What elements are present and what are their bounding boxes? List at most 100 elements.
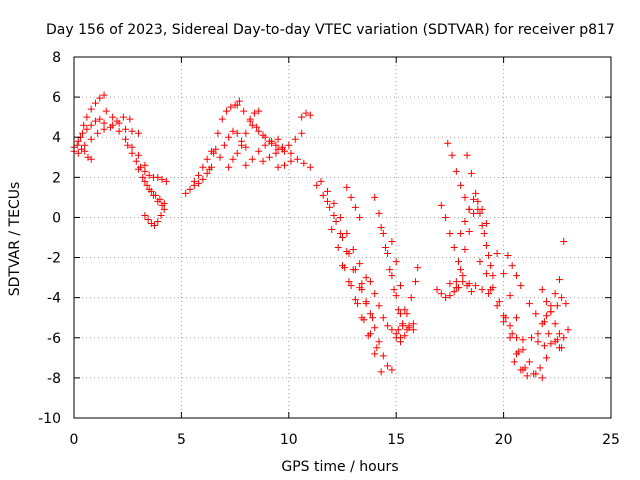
data-point [465, 205, 473, 213]
series-arc-20 [274, 155, 314, 171]
data-point [523, 372, 531, 380]
series-arc-48 [525, 300, 566, 352]
data-point [506, 292, 514, 300]
data-point [512, 314, 520, 322]
data-point [339, 262, 346, 270]
y-tick-label: -8 [47, 371, 61, 387]
data-point [560, 238, 568, 246]
data-point [298, 113, 306, 121]
series-arc-10 [141, 205, 168, 229]
series-arc-55 [560, 238, 568, 246]
data-point [534, 338, 542, 346]
data-point [394, 326, 402, 334]
data-point [238, 141, 246, 149]
data-point [560, 334, 568, 342]
data-point [317, 177, 325, 185]
data-point [409, 326, 417, 334]
data-point [354, 300, 362, 308]
series-arc-44 [493, 250, 527, 344]
data-point [517, 366, 525, 374]
data-point [472, 189, 480, 197]
data-point [141, 167, 149, 175]
data-point [512, 350, 520, 358]
data-point [356, 213, 364, 221]
data-point [388, 366, 396, 374]
data-point [220, 141, 228, 149]
series-arc-09 [141, 177, 166, 209]
data-point [233, 101, 241, 109]
x-axis-label: GPS time / hours [281, 459, 398, 475]
data-point [543, 312, 551, 320]
data-point [525, 358, 533, 366]
series-arc-31 [377, 223, 411, 334]
data-point [345, 278, 353, 286]
y-tick-label: -4 [47, 291, 61, 307]
data-point [493, 302, 501, 310]
data-point [433, 286, 441, 294]
data-point [195, 179, 203, 187]
data-point [96, 94, 104, 102]
data-point [79, 129, 87, 137]
data-point [478, 221, 486, 229]
data-point [274, 135, 282, 143]
data-point [336, 229, 344, 237]
data-point [506, 334, 514, 342]
data-point [555, 330, 563, 338]
series-arc-11 [182, 163, 215, 197]
data-point [512, 272, 520, 280]
data-point [461, 193, 469, 201]
data-point [109, 121, 117, 129]
series-arc-07 [124, 141, 170, 185]
data-point [543, 354, 551, 362]
data-point [371, 193, 379, 201]
data-point [182, 189, 190, 197]
data-point [272, 149, 280, 157]
data-point [323, 187, 331, 195]
data-point [87, 121, 95, 129]
data-point [141, 211, 149, 219]
data-point [401, 332, 409, 340]
data-point [91, 117, 99, 125]
data-point [551, 320, 559, 328]
data-point [248, 121, 256, 129]
data-points [70, 91, 572, 382]
data-point [386, 266, 394, 274]
series-arc-06 [109, 121, 149, 169]
data-point [233, 149, 241, 157]
data-point [384, 322, 392, 330]
data-point [154, 217, 162, 225]
series-arc-22 [313, 181, 366, 288]
y-tick-label: -10 [38, 411, 61, 427]
data-point [330, 211, 338, 219]
data-point [371, 290, 379, 298]
data-point [141, 177, 149, 185]
data-point [510, 358, 518, 366]
data-point [555, 344, 563, 352]
data-point [530, 370, 538, 378]
y-tick-labels: -10 -8 -6 -4 -2 0 2 4 6 8 [38, 50, 61, 427]
data-point [379, 314, 387, 322]
data-point [412, 278, 420, 286]
data-point [482, 270, 490, 278]
data-point [457, 229, 465, 237]
data-point [274, 163, 282, 171]
data-point [158, 201, 166, 209]
data-point [446, 229, 454, 237]
series-arc-29 [366, 278, 404, 342]
data-point [285, 141, 293, 149]
data-point [470, 209, 478, 217]
data-point [145, 171, 153, 179]
data-point [452, 278, 460, 286]
data-point [205, 165, 213, 173]
series-arc-52 [543, 276, 563, 320]
data-point [467, 169, 475, 177]
data-point [203, 169, 211, 177]
series-arc-18 [248, 121, 295, 157]
data-point [470, 195, 478, 203]
data-point [474, 205, 482, 213]
data-point [190, 177, 198, 185]
data-point [255, 127, 263, 135]
series-arc-46 [504, 252, 525, 290]
y-tick-label: 8 [52, 50, 61, 66]
data-point [459, 272, 467, 280]
